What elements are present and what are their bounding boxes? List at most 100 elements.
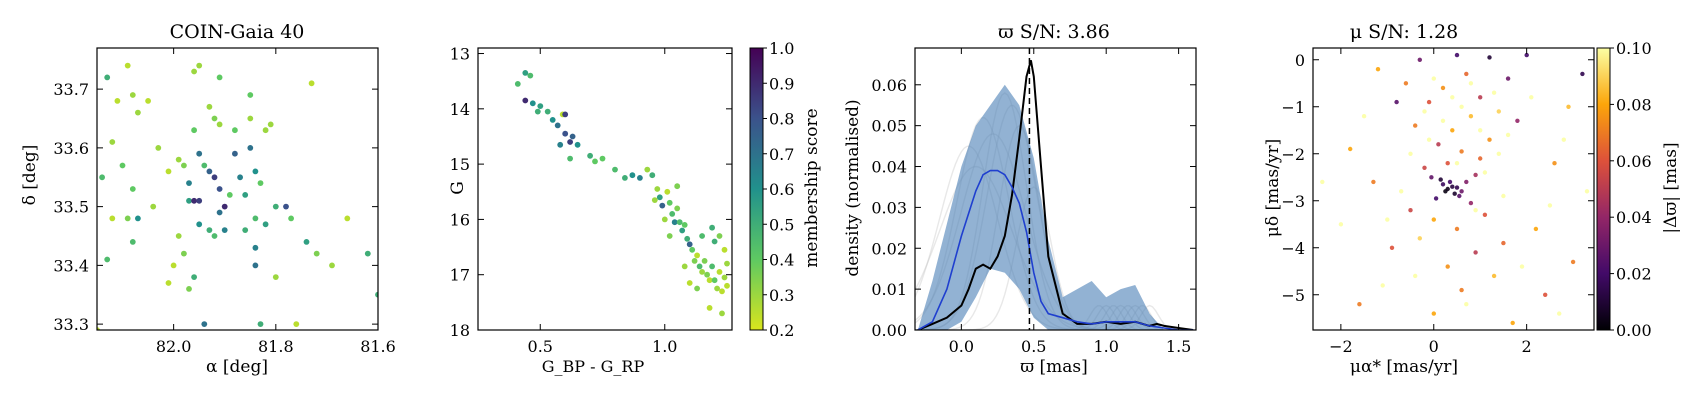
- scatter-point: [684, 235, 691, 242]
- scatter-point: [704, 271, 710, 278]
- panel-3-frame: [1312, 47, 1595, 331]
- scatter-point: [721, 246, 728, 253]
- scatter-point: [1443, 189, 1448, 194]
- scatter-point: [724, 282, 730, 289]
- scatter-point: [1491, 90, 1497, 95]
- scatter-point: [252, 262, 259, 269]
- x-tick-label: −2: [1329, 337, 1353, 356]
- scatter-point: [252, 215, 259, 222]
- scatter-point: [175, 156, 182, 163]
- scatter-point: [364, 250, 371, 257]
- x-tick-label: 82.0: [156, 337, 192, 356]
- panel-0-ylabel: δ [deg]: [20, 145, 40, 206]
- x-tick-label: 81.6: [360, 337, 396, 356]
- scatter-point: [681, 222, 688, 228]
- scatter-point: [706, 305, 713, 311]
- scatter-point: [1399, 189, 1404, 194]
- scatter-point: [1566, 104, 1571, 110]
- scatter-point: [206, 103, 213, 110]
- scatter-point: [1457, 193, 1462, 199]
- scatter-point: [191, 274, 198, 280]
- scatter-point: [135, 109, 141, 116]
- scatter-point: [567, 139, 573, 145]
- x-tick-label: 1.0: [1093, 337, 1118, 356]
- scatter-point: [661, 216, 668, 223]
- scatter-point: [724, 260, 730, 267]
- scatter-point: [186, 180, 192, 187]
- scatter-point: [1519, 264, 1525, 269]
- scatter-point: [1543, 292, 1548, 297]
- colorbar-tick-label: 0.06: [1616, 152, 1652, 171]
- scatter-point: [155, 145, 162, 151]
- colorbar-tick-label: 0.9: [769, 74, 794, 93]
- scatter-point: [696, 263, 703, 270]
- scatter-point: [221, 227, 228, 234]
- colorbar-parallax-diff: [1596, 47, 1611, 331]
- scatter-point: [308, 80, 315, 87]
- scatter-point: [1464, 302, 1469, 307]
- y-tick-label: 15: [450, 155, 470, 174]
- scatter-point: [1431, 217, 1437, 222]
- panel-parallax-density: ϖ S/N: 3.86 ϖ [mas] density (normalised)…: [843, 21, 1197, 377]
- scatter-point: [557, 141, 564, 148]
- scatter-point: [150, 203, 157, 210]
- scatter-point: [375, 291, 378, 298]
- panel-2-frame: [914, 47, 1197, 331]
- x-tick-label: 81.8: [258, 337, 294, 356]
- scatter-point: [1447, 179, 1453, 185]
- scatter-point: [247, 115, 254, 122]
- scatter-point: [1361, 114, 1367, 119]
- scatter-point: [554, 122, 561, 129]
- scatter-point: [1473, 208, 1478, 213]
- scatter-point: [247, 92, 254, 98]
- scatter-point: [1464, 71, 1469, 77]
- scatter-point: [109, 139, 116, 145]
- scatter-point: [544, 108, 551, 115]
- scatter-point: [649, 172, 656, 179]
- scatter-point: [699, 269, 705, 275]
- scatter-point: [1529, 95, 1534, 100]
- scatter-point: [1501, 193, 1506, 199]
- y-tick-label: 33.6: [53, 139, 89, 158]
- scatter-point: [537, 103, 544, 109]
- scatter-point: [1570, 259, 1576, 265]
- y-tick-label: 0.02: [871, 239, 907, 258]
- colorbar-tick-label: 0.4: [769, 251, 794, 270]
- scatter-point: [191, 127, 198, 134]
- scatter-point: [129, 92, 136, 98]
- scatter-point: [637, 175, 643, 181]
- panel-cmd: G_BP - G_RP G membership score 0.5 1.0 13 1…: [448, 39, 822, 376]
- scatter-point: [567, 155, 573, 162]
- y-tick-label: 0: [1295, 51, 1305, 70]
- scatter-point: [514, 81, 521, 87]
- background-density-curve: [915, 186, 1194, 330]
- scatter-point: [706, 277, 713, 284]
- scatter-point: [1580, 71, 1585, 77]
- field-spread-band: [917, 84, 1194, 330]
- colorbar-tick-label: 0.10: [1616, 39, 1652, 58]
- colorbar-tick-label: 0.5: [769, 215, 794, 234]
- y-tick-label: 33.7: [53, 80, 89, 99]
- scatter-point: [711, 277, 718, 284]
- scatter-point: [1440, 182, 1446, 187]
- colorbar-tick-label: 0.00: [1616, 321, 1652, 340]
- scatter-point: [1413, 123, 1418, 128]
- scatter-point: [211, 233, 218, 239]
- scatter-point: [689, 246, 696, 253]
- colorbar-tick-label: 0.8: [769, 110, 794, 129]
- scatter-point: [562, 130, 569, 137]
- panel-1-frame: [477, 47, 733, 331]
- scatter-point: [674, 205, 681, 212]
- scatter-point: [186, 286, 192, 292]
- scatter-point: [629, 172, 636, 179]
- y-tick-label: 33.3: [53, 315, 89, 334]
- scatter-point: [216, 121, 223, 128]
- scatter-point: [129, 239, 136, 245]
- y-tick-label: −2: [1281, 145, 1305, 164]
- scatter-point: [201, 162, 208, 169]
- x-tick-label: 0.0: [949, 337, 974, 356]
- x-tick-label: 0.5: [1021, 337, 1046, 356]
- y-tick-label: 0.05: [871, 117, 907, 136]
- scatter-point: [1450, 184, 1455, 189]
- panel-1-ylabel: G: [448, 181, 468, 195]
